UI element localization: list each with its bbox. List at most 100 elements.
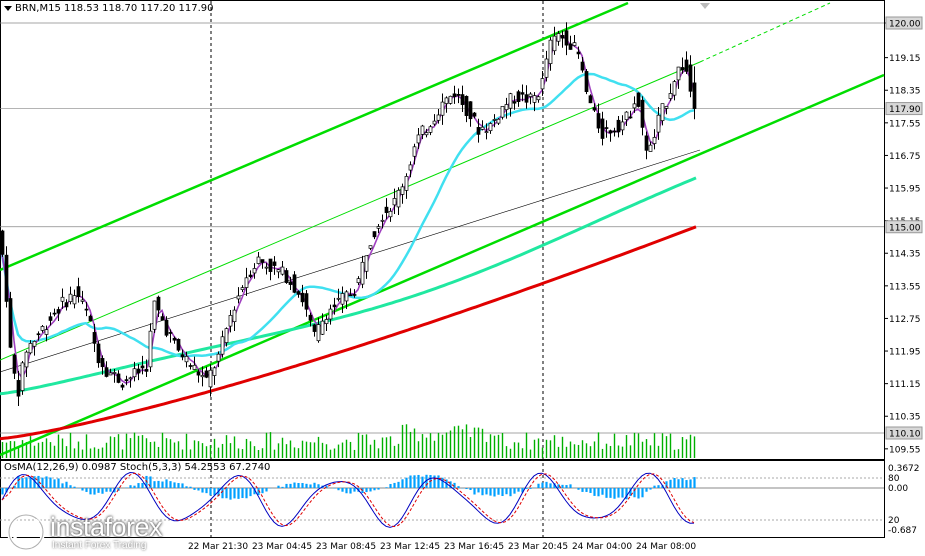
volume-bars bbox=[1, 424, 696, 458]
candle-body bbox=[288, 281, 293, 285]
candle-body bbox=[660, 103, 665, 122]
candle-body bbox=[404, 176, 409, 191]
price-level-box bbox=[885, 426, 923, 440]
candle-body bbox=[40, 326, 45, 331]
price-tick-label: 118.35 bbox=[889, 87, 921, 97]
candle-body bbox=[88, 315, 93, 322]
candle-body bbox=[440, 101, 445, 116]
candle-body bbox=[84, 308, 89, 311]
candle-body bbox=[188, 365, 193, 367]
indicator-tick-label: 20 bbox=[888, 516, 900, 526]
candle-body bbox=[640, 99, 645, 128]
candle-body bbox=[36, 333, 41, 336]
candle-body bbox=[120, 384, 125, 388]
stoch-main-line bbox=[1, 471, 695, 528]
candle-body bbox=[252, 268, 257, 274]
candle-body bbox=[432, 120, 437, 125]
candle-body bbox=[184, 356, 189, 363]
time-tick-label: 23 Mar 16:45 bbox=[444, 542, 504, 552]
candle-body bbox=[272, 261, 277, 266]
candle-body bbox=[0, 230, 5, 255]
candle-body bbox=[96, 343, 101, 364]
candle-body bbox=[232, 309, 237, 323]
indicator-tick-label: -0.687 bbox=[888, 526, 917, 536]
candle-body bbox=[180, 354, 185, 358]
price-tick-label: 109.55 bbox=[889, 445, 921, 455]
candle-body bbox=[344, 291, 349, 302]
candle-body bbox=[244, 277, 249, 288]
candle-body bbox=[228, 315, 233, 327]
candle-body bbox=[348, 294, 353, 297]
candle-body bbox=[532, 95, 537, 103]
candle-body bbox=[468, 101, 473, 120]
candle-body bbox=[508, 93, 513, 109]
candle-body bbox=[8, 298, 13, 348]
candle-body bbox=[212, 367, 217, 376]
candle-body bbox=[164, 319, 169, 336]
candle-body bbox=[208, 369, 213, 388]
indicator-tick-label: 80 bbox=[888, 474, 900, 484]
candle-body bbox=[420, 125, 425, 135]
candle-body bbox=[644, 135, 649, 151]
candle-body bbox=[692, 82, 697, 109]
candle-body bbox=[108, 372, 113, 376]
candle-body bbox=[192, 364, 197, 370]
price-level-box bbox=[885, 16, 923, 30]
candle-body bbox=[396, 189, 401, 208]
candle-body bbox=[656, 114, 661, 133]
candle-body bbox=[392, 198, 397, 206]
dropdown-icon[interactable] bbox=[4, 5, 12, 11]
candle-body bbox=[148, 330, 153, 368]
price-level-label: 115.00 bbox=[889, 223, 921, 233]
candle-body bbox=[268, 258, 273, 272]
candle-body bbox=[620, 121, 625, 131]
price-tick-label: 111.15 bbox=[889, 380, 921, 390]
candle-body bbox=[528, 93, 533, 97]
candle-body bbox=[100, 358, 105, 368]
candle-body bbox=[236, 295, 241, 300]
candle-body bbox=[408, 164, 413, 171]
candle-body bbox=[580, 61, 585, 71]
price-tick-label: 115.95 bbox=[889, 185, 921, 195]
candle-body bbox=[356, 278, 361, 284]
price-tick-label: 114.35 bbox=[889, 250, 921, 260]
candle-body bbox=[296, 291, 301, 295]
chart-header: BRN,M15 118.53 118.70 117.20 117.90 bbox=[4, 3, 214, 14]
candle-body bbox=[460, 94, 465, 105]
time-tick-label: 23 Mar 20:45 bbox=[508, 542, 568, 552]
candle-body bbox=[488, 123, 493, 132]
candle-body bbox=[436, 114, 441, 121]
chart-grid bbox=[0, 0, 885, 538]
candle-body bbox=[316, 324, 321, 342]
candle-body bbox=[308, 314, 313, 321]
osma-histogram bbox=[1, 474, 696, 500]
candle-body bbox=[304, 293, 309, 310]
candle-body bbox=[56, 309, 61, 314]
candle-body bbox=[572, 42, 577, 46]
candle-body bbox=[156, 296, 161, 311]
candle-body bbox=[328, 308, 333, 320]
time-tick-label: 22 Mar 21:30 bbox=[188, 542, 248, 552]
candle-body bbox=[312, 324, 317, 332]
candle-body bbox=[360, 261, 365, 285]
candle-body bbox=[648, 144, 653, 152]
candle-body bbox=[140, 365, 145, 369]
candle-body bbox=[592, 107, 597, 111]
candle-body bbox=[72, 295, 77, 305]
candle-body bbox=[300, 292, 305, 303]
scroll-marker bbox=[700, 3, 710, 9]
osma-label: OsMA(12,26,9) 0.0987 bbox=[4, 462, 117, 473]
logo-text: instaforex bbox=[50, 512, 163, 542]
candle-body bbox=[652, 137, 657, 144]
candle-body bbox=[104, 367, 109, 377]
logo-icon bbox=[7, 513, 45, 551]
logo-tagline: Instant Forex Trading bbox=[52, 540, 147, 551]
channel-upper-line bbox=[0, 1, 629, 272]
candle-body bbox=[616, 119, 621, 133]
candle-body bbox=[588, 95, 593, 104]
candle-body bbox=[320, 320, 325, 335]
price-tick-label: 113.55 bbox=[889, 282, 921, 292]
candle-body bbox=[64, 302, 69, 308]
channel-lower-line bbox=[0, 73, 885, 457]
